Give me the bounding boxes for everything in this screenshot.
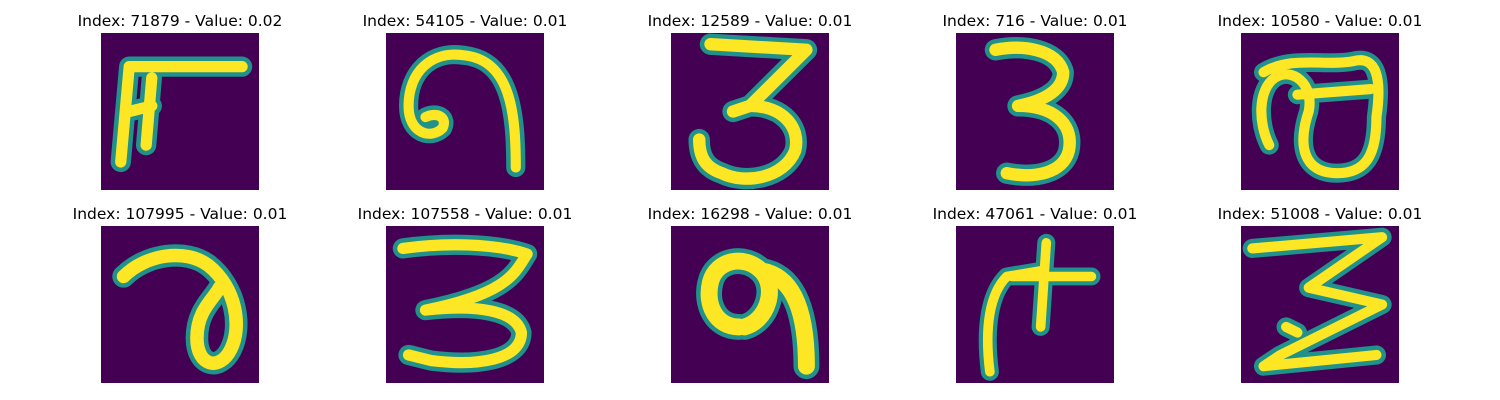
image-cell-4: Index: 10580 - Value: 0.01 [1205, 11, 1435, 191]
digit-image [386, 33, 544, 190]
image-title: Index: 12589 - Value: 0.01 [647, 12, 853, 30]
image-cell-9: Index: 51008 - Value: 0.01 [1205, 204, 1435, 384]
digit-image [956, 226, 1114, 383]
digit-image [1241, 33, 1399, 190]
image-title: Index: 16298 - Value: 0.01 [647, 205, 853, 223]
image-cell-6: Index: 107558 - Value: 0.01 [350, 204, 580, 384]
digit-image [101, 33, 259, 190]
digit-image [1241, 226, 1399, 383]
image-cell-8: Index: 47061 - Value: 0.01 [920, 204, 1150, 384]
digit-image [671, 226, 829, 383]
image-title: Index: 716 - Value: 0.01 [942, 12, 1128, 30]
image-cell-0: Index: 71879 - Value: 0.02 [65, 11, 295, 191]
image-title: Index: 71879 - Value: 0.02 [77, 12, 283, 30]
image-cell-2: Index: 12589 - Value: 0.01 [635, 11, 865, 191]
digit-image [386, 226, 544, 383]
image-cell-7: Index: 16298 - Value: 0.01 [635, 204, 865, 384]
image-cell-3: Index: 716 - Value: 0.01 [920, 11, 1150, 191]
image-title: Index: 10580 - Value: 0.01 [1217, 12, 1423, 30]
image-cell-1: Index: 54105 - Value: 0.01 [350, 11, 580, 191]
image-title: Index: 47061 - Value: 0.01 [932, 205, 1138, 223]
image-title: Index: 54105 - Value: 0.01 [362, 12, 568, 30]
digit-image [101, 226, 259, 383]
digit-image [671, 33, 829, 190]
image-title: Index: 51008 - Value: 0.01 [1217, 205, 1423, 223]
image-title: Index: 107558 - Value: 0.01 [357, 205, 573, 223]
digit-image [956, 33, 1114, 190]
image-title: Index: 107995 - Value: 0.01 [72, 205, 288, 223]
image-cell-5: Index: 107995 - Value: 0.01 [65, 204, 295, 384]
